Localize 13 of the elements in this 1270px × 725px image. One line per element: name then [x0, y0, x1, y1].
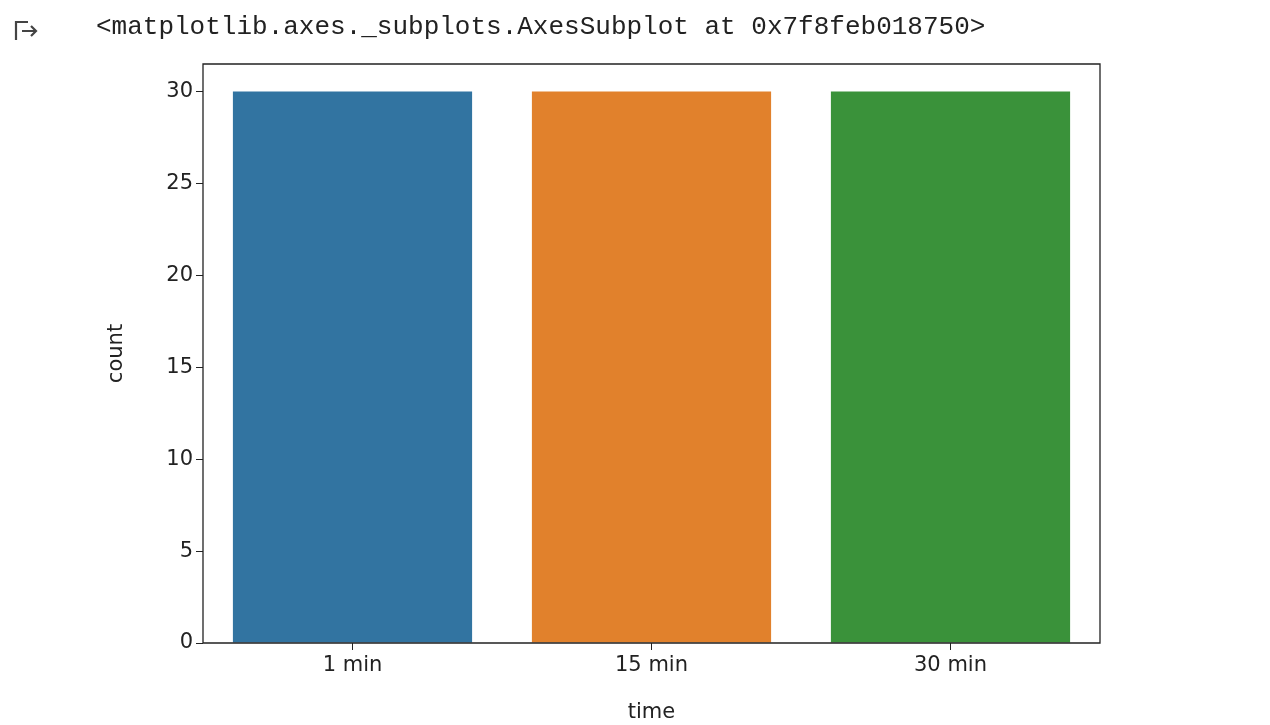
x-axis-title: time	[627, 698, 676, 723]
y-axis-title: count	[103, 323, 128, 384]
y-tick-label: 30	[166, 78, 193, 103]
y-tick-label: 10	[166, 445, 193, 470]
x-tick-label: 1 min	[322, 652, 383, 677]
y-tick-label: 0	[179, 629, 193, 654]
x-tick-label: 30 min	[914, 652, 987, 677]
y-tick-label: 5	[179, 537, 193, 562]
y-tick-label: 15	[166, 353, 193, 378]
y-tick-label: 25	[166, 169, 193, 194]
y-tick-label: 20	[166, 261, 193, 286]
x-tick-label: 15 min	[615, 652, 688, 677]
text: <matplotlib.axes._subplots.AxesSubplot at 0x7f8feb018750>	[96, 12, 986, 42]
